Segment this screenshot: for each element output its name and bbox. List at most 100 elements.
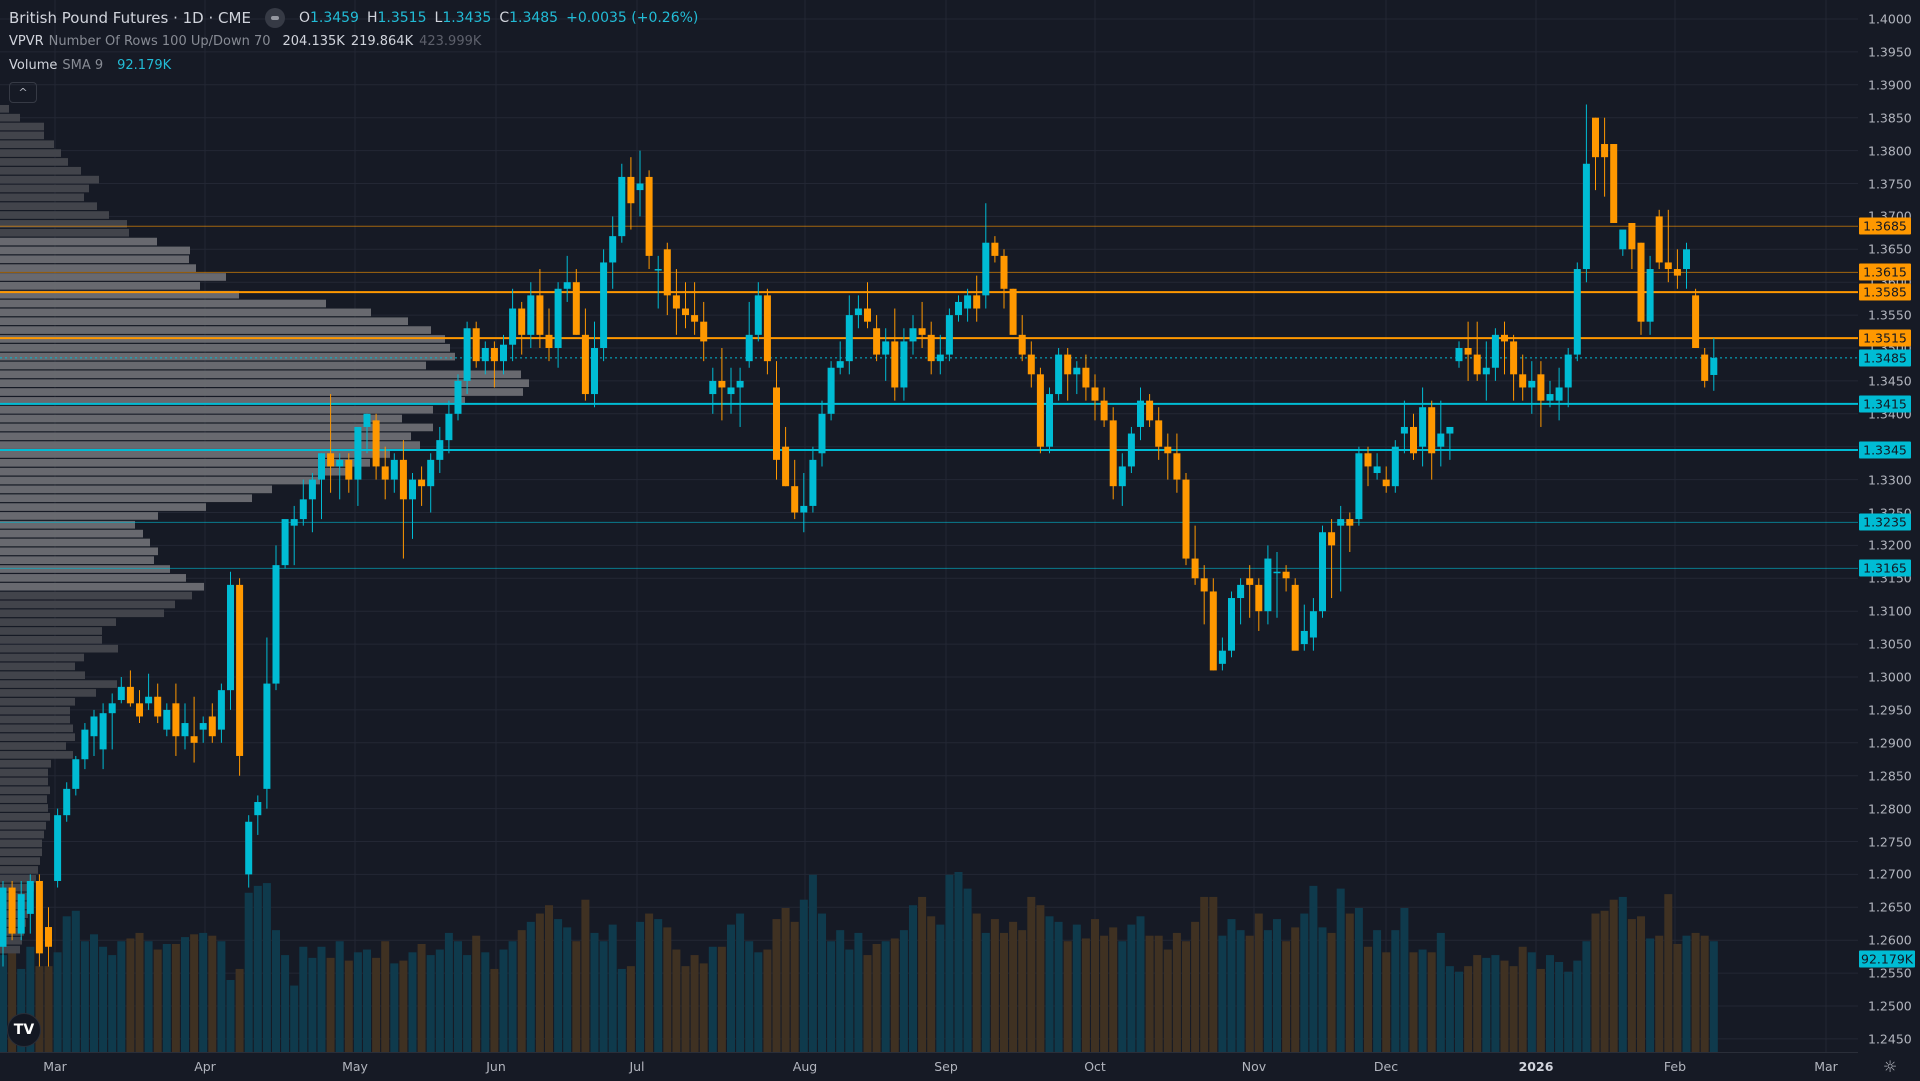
volume-bar — [608, 924, 617, 1052]
time-tick-label: 2026 — [1518, 1059, 1554, 1074]
candle-body — [208, 716, 216, 737]
candle-body — [527, 295, 535, 335]
candle-body — [81, 729, 89, 760]
candle-body — [600, 262, 608, 348]
candle-body — [99, 713, 107, 750]
candle-body — [1473, 354, 1481, 375]
volume-name[interactable]: Volume — [9, 58, 58, 73]
candle-body — [1391, 446, 1399, 487]
candle-body — [1055, 354, 1063, 395]
chart-settings-button[interactable]: ☼ — [1880, 1057, 1900, 1077]
candle-body — [1291, 584, 1299, 651]
volume-bar — [1018, 930, 1027, 1052]
volume-bar — [1191, 921, 1200, 1052]
candle-body — [545, 334, 553, 348]
vpvr-row — [0, 556, 154, 564]
price-level-tag[interactable]: 1.3485 — [1859, 349, 1911, 367]
price-tick-label: 1.2450 — [1868, 1031, 1912, 1047]
volume-bar — [1327, 932, 1336, 1052]
volume-bar — [699, 963, 708, 1052]
vpvr-row — [0, 158, 68, 166]
vpvr-row — [0, 255, 189, 264]
volume-bar — [1182, 941, 1190, 1052]
price-level-tag[interactable]: 1.3585 — [1859, 283, 1911, 301]
tradingview-logo[interactable]: TV — [7, 1013, 41, 1047]
vpvr-row — [0, 485, 272, 494]
volume-bar — [117, 941, 126, 1052]
price-axis[interactable]: 1.4000 1.3950 1.3900 1.3850 1.3800 1.3750 1.37… — [1858, 0, 1920, 1052]
candle-body — [518, 308, 526, 335]
time-tick-label: Feb — [1663, 1059, 1687, 1074]
volume-bar — [1273, 919, 1281, 1052]
volume-bar — [1382, 952, 1391, 1052]
volume-bar — [1109, 927, 1118, 1052]
volume-bar — [1455, 971, 1463, 1052]
volume-bar — [1282, 941, 1291, 1052]
volume-bar — [872, 944, 881, 1052]
candle-body — [1027, 354, 1035, 375]
price-level-tag[interactable]: 1.3615 — [1859, 263, 1911, 281]
candle-body — [1182, 479, 1190, 559]
time-axis[interactable]: Mar Apr May Jun Jul Aug Sep Oct Nov Dec 2026 Feb Mar — [0, 1052, 1858, 1081]
candle-body — [472, 328, 480, 362]
candle-body — [909, 328, 917, 342]
volume-bar — [717, 946, 726, 1052]
time-tick-label: Aug — [792, 1059, 818, 1074]
vpvr-name[interactable]: VPVR — [9, 34, 44, 49]
price-level-tag[interactable]: 1.3515 — [1859, 329, 1911, 347]
price-level-tag[interactable]: 1.3235 — [1859, 513, 1911, 531]
volume-bar — [472, 935, 481, 1052]
price-level-tag[interactable]: 1.3345 — [1859, 441, 1911, 459]
candle-body — [172, 703, 180, 737]
vpvr-row — [0, 618, 116, 626]
volume-bar — [827, 941, 836, 1052]
candle-body — [199, 723, 207, 730]
volume-bar — [217, 941, 226, 1052]
volume-bar — [44, 966, 53, 1052]
market-status-icon[interactable] — [264, 8, 285, 28]
vpvr-row — [0, 149, 61, 157]
time-tick-label: Sep — [934, 1059, 958, 1074]
candle-body — [809, 459, 817, 506]
price-level-tag[interactable]: 1.3685 — [1859, 217, 1911, 235]
volume-bar — [1673, 944, 1682, 1052]
candle-body — [1209, 591, 1217, 671]
candle-body — [1328, 532, 1336, 546]
collapse-legend-button[interactable]: ^ — [9, 82, 37, 103]
vpvr-row — [0, 184, 89, 193]
volume-bar — [981, 932, 990, 1052]
candle-body — [682, 308, 689, 316]
volume-bar — [308, 957, 317, 1052]
volume-bar — [1172, 932, 1181, 1052]
volume-bar — [0, 955, 7, 1052]
candle-body — [1482, 367, 1490, 375]
vpvr-legend-row[interactable]: VPVR Number Of Rows 100 Up/Down 70 204.1… — [9, 30, 698, 54]
candle-body — [136, 703, 143, 717]
volume-bar — [918, 896, 927, 1052]
vpvr-row — [0, 742, 66, 750]
volume-bar — [481, 952, 490, 1052]
candle-body — [336, 459, 344, 467]
volume-bar — [1045, 916, 1054, 1052]
candle-body — [1428, 407, 1436, 454]
candle-body — [836, 361, 844, 368]
price-level-tag[interactable]: 1.3165 — [1859, 559, 1911, 577]
volume-bar — [727, 924, 735, 1052]
volume-bar — [1309, 885, 1318, 1052]
symbol-title[interactable]: British Pound Futures · 1D · CME — [9, 9, 251, 27]
candle-body — [463, 328, 471, 381]
volume-legend-row[interactable]: Volume SMA 9 92.179K — [9, 54, 698, 78]
volume-bar — [1682, 935, 1691, 1052]
candle-body — [827, 367, 835, 414]
candle-body — [254, 802, 262, 816]
vpvr-row — [0, 432, 411, 441]
low-label: L — [434, 10, 443, 26]
candle-body — [1064, 354, 1072, 375]
volume-bar — [763, 949, 772, 1052]
price-level-tag[interactable]: 1.3415 — [1859, 395, 1911, 413]
candle-body — [90, 716, 98, 737]
volume-bar — [1063, 941, 1072, 1052]
candle-body — [700, 321, 708, 342]
